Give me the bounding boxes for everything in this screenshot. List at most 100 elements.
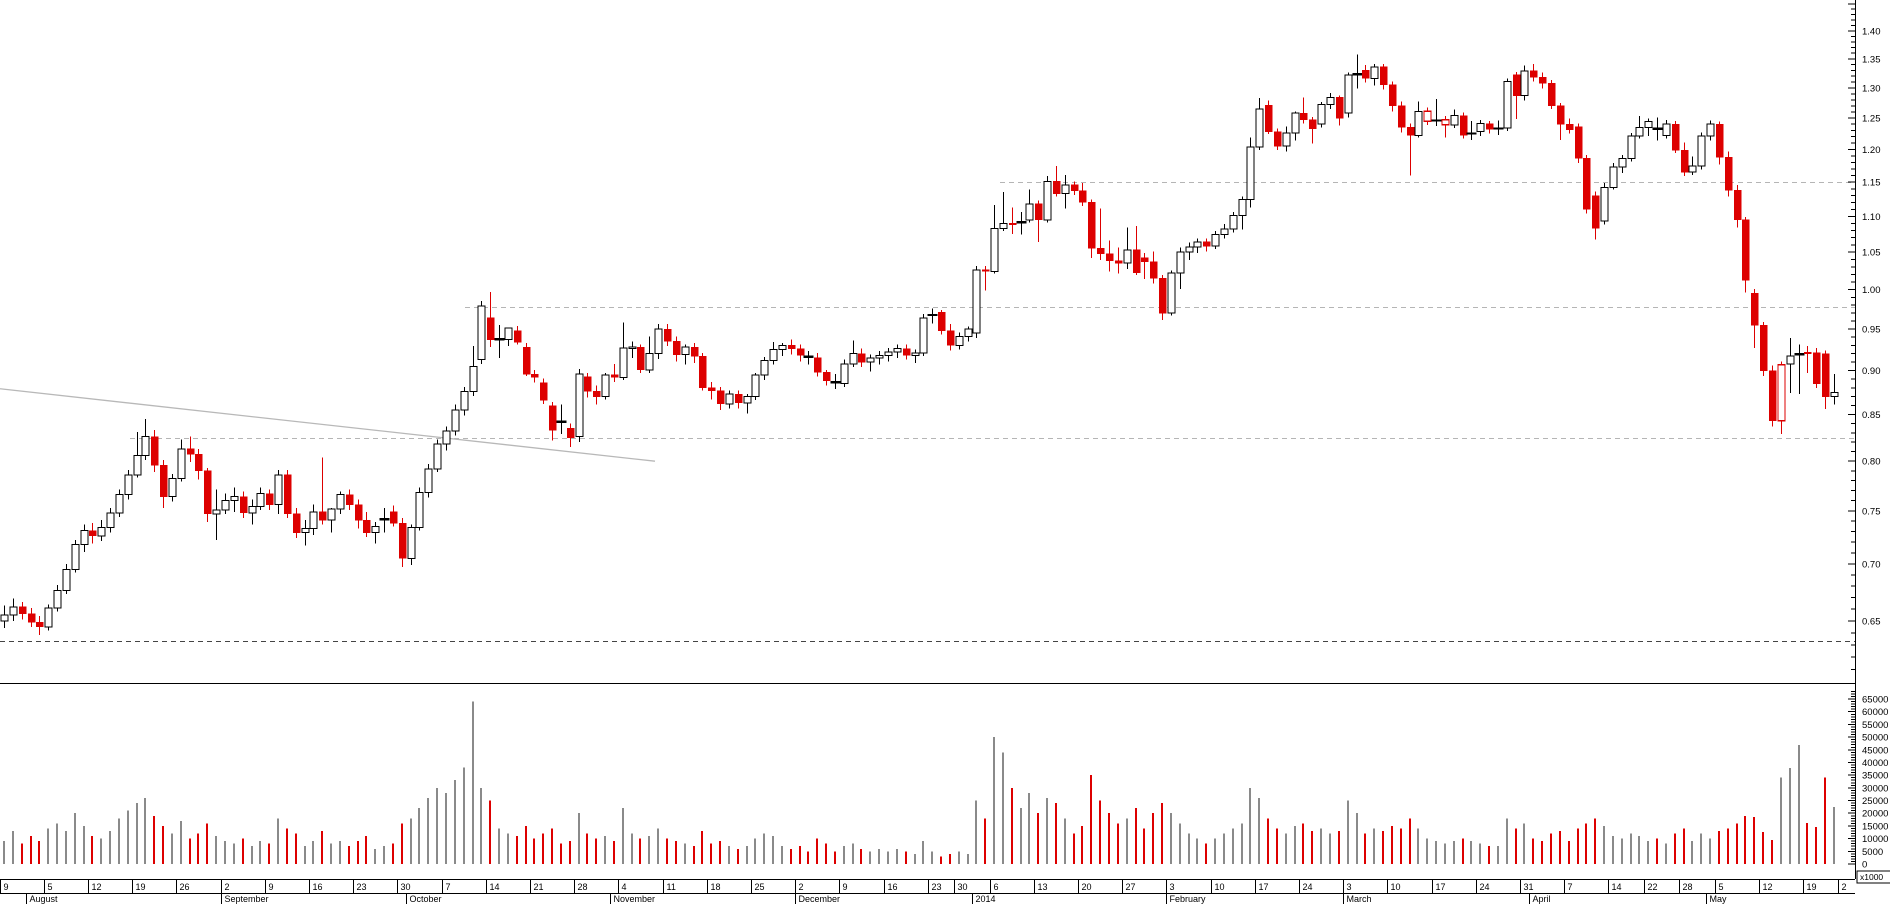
- candle-body: [619, 347, 628, 378]
- volume-bar: [993, 737, 995, 864]
- volume-bar: [410, 818, 412, 864]
- price-tick-label: 1.40: [1862, 26, 1881, 37]
- volume-bar: [1656, 838, 1658, 864]
- candle-body: [751, 374, 760, 398]
- candle: [1431, 99, 1442, 127]
- candle: [1662, 119, 1671, 139]
- candle-body: [583, 376, 592, 392]
- candle-body: [1759, 324, 1768, 371]
- doji-body: [556, 420, 567, 424]
- week-label: 16: [888, 882, 898, 892]
- candle: [301, 520, 310, 546]
- volume-bar: [1329, 833, 1331, 864]
- candle-body: [575, 373, 584, 438]
- candle-body: [610, 374, 619, 378]
- candle-body: [1600, 186, 1609, 222]
- volume-bar: [268, 843, 270, 864]
- candle: [362, 511, 371, 537]
- candle: [1423, 107, 1432, 125]
- candle-body: [248, 506, 257, 514]
- candle-body: [698, 355, 707, 389]
- volume-bar: [1152, 813, 1154, 864]
- candle: [522, 342, 531, 376]
- volume-bar: [1479, 843, 1481, 864]
- candle-body: [1591, 195, 1600, 229]
- candle-body: [654, 328, 663, 355]
- week-label: 19: [136, 882, 146, 892]
- candle-body: [1299, 112, 1308, 121]
- volume-bar: [498, 828, 500, 864]
- candle: [292, 507, 301, 538]
- candle-body: [628, 346, 637, 350]
- candle-body: [1025, 203, 1034, 221]
- volume-bar: [1373, 828, 1375, 864]
- candle: [97, 520, 106, 542]
- candle-body: [1158, 277, 1167, 314]
- candle: [734, 390, 743, 409]
- candle: [1644, 118, 1653, 137]
- volume-bar: [1426, 838, 1428, 864]
- volume-bar: [38, 841, 40, 864]
- volume-bar: [1356, 813, 1358, 864]
- volume-bar: [1099, 800, 1101, 864]
- volume-bar: [1585, 823, 1587, 864]
- candle-body: [990, 227, 999, 272]
- candle: [698, 352, 707, 391]
- candle: [265, 489, 274, 510]
- volume-bar: [1090, 775, 1092, 864]
- candle: [168, 473, 177, 502]
- candle-body: [1450, 115, 1459, 126]
- volume-bar: [91, 836, 93, 864]
- week-label: 24: [1303, 882, 1313, 892]
- candle: [1414, 101, 1423, 138]
- candle-body: [1264, 104, 1273, 132]
- volume-bar: [1223, 833, 1225, 864]
- month-label: August: [30, 894, 59, 904]
- volume-bar: [383, 846, 385, 864]
- candle-body: [946, 330, 955, 346]
- candle: [884, 347, 893, 362]
- volume-bar: [153, 815, 155, 864]
- volume-bar: [1417, 828, 1419, 864]
- volume-bar: [1435, 841, 1437, 864]
- price-tick-label: 1.20: [1862, 145, 1881, 156]
- week-label: 16: [313, 882, 323, 892]
- candle: [18, 602, 27, 620]
- volume-bar: [1523, 823, 1525, 864]
- volume-bar: [1046, 798, 1048, 864]
- candle-body: [1282, 132, 1291, 147]
- volume-bar: [525, 825, 527, 864]
- volume-bar: [639, 838, 641, 864]
- candle: [159, 460, 168, 508]
- volume-tick-label: 20000: [1862, 809, 1888, 820]
- candle: [256, 487, 265, 510]
- volume-bar: [1691, 841, 1693, 864]
- candle: [654, 324, 663, 359]
- candle: [1512, 72, 1521, 120]
- candle-body: [1370, 66, 1379, 79]
- candle: [1397, 101, 1406, 133]
- candle: [62, 563, 71, 595]
- candle-body: [194, 454, 203, 472]
- candle-body: [1529, 70, 1538, 78]
- candle-body: [18, 606, 27, 615]
- candle: [1609, 162, 1618, 190]
- candle: [796, 344, 805, 362]
- month-label: October: [410, 894, 442, 904]
- volume-bar: [1532, 838, 1534, 864]
- candle: [1344, 72, 1353, 118]
- candle-body: [1697, 135, 1706, 167]
- volume-bar: [304, 846, 306, 864]
- week-label: 7: [446, 882, 451, 892]
- candle-body: [1087, 202, 1096, 249]
- candle-body: [80, 530, 89, 545]
- candle-body: [124, 474, 133, 496]
- volume-bar: [790, 848, 792, 864]
- volume-bar: [1762, 832, 1764, 864]
- volume-bar: [1798, 745, 1800, 864]
- candle-body: [1423, 110, 1432, 122]
- volume-bar: [1683, 828, 1685, 864]
- volume-bar: [1232, 828, 1234, 864]
- candle: [53, 585, 62, 612]
